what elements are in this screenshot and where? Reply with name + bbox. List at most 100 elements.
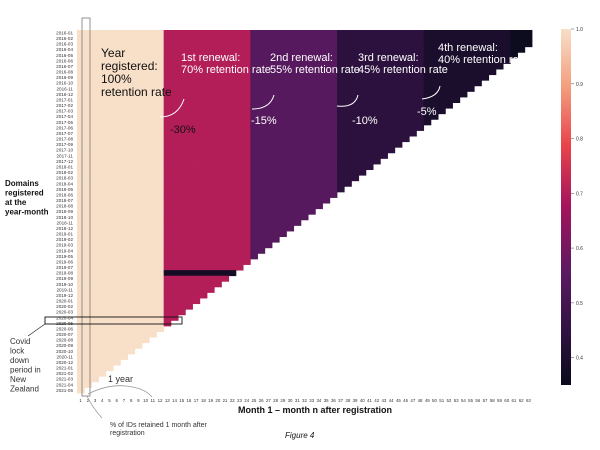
heatmap-cell xyxy=(264,30,273,36)
heatmap-cell xyxy=(199,253,208,260)
heatmap-cell xyxy=(91,264,100,271)
heatmap-cell xyxy=(214,80,222,87)
heatmap-cell xyxy=(113,46,121,53)
heatmap-cell xyxy=(402,69,410,76)
heatmap-cell xyxy=(279,186,287,193)
heatmap-cell xyxy=(315,158,323,165)
heatmap-cell xyxy=(228,208,237,215)
heatmap-cell xyxy=(142,253,150,260)
drop4-label: -5% xyxy=(417,106,437,118)
heatmap-cell xyxy=(113,325,121,332)
heatmap-cell xyxy=(156,35,165,42)
heatmap-cell xyxy=(113,91,121,98)
heatmap-cell xyxy=(207,152,215,159)
heatmap-cell xyxy=(127,119,136,126)
heatmap-cell xyxy=(134,97,143,103)
heatmap-cell xyxy=(134,314,143,321)
heatmap-cell xyxy=(163,253,172,260)
heatmap-cell xyxy=(416,113,425,120)
heatmap-cell xyxy=(272,158,280,165)
heatmap-cell xyxy=(257,130,266,137)
heatmap-cell xyxy=(337,63,345,70)
heatmap-cell xyxy=(192,91,201,98)
x-tick-label: 51 xyxy=(439,398,444,403)
heatmap-cell xyxy=(105,164,114,171)
heatmap-cell xyxy=(279,102,287,109)
x-tick-label: 40 xyxy=(360,398,365,403)
heatmap-cell xyxy=(351,57,360,64)
heatmap-cell xyxy=(127,320,136,327)
heatmap-cell xyxy=(221,214,230,221)
heatmap-cell xyxy=(373,52,381,59)
heatmap-cell xyxy=(409,74,417,81)
heatmap-cell xyxy=(293,52,302,59)
heatmap-cell xyxy=(163,80,172,87)
heatmap-cell xyxy=(221,236,230,243)
heatmap-cell xyxy=(358,80,367,87)
heatmap-cell xyxy=(113,130,121,137)
heatmap-cell xyxy=(178,253,186,260)
heatmap-cell xyxy=(192,286,201,293)
heatmap-cell xyxy=(423,41,432,48)
heatmap-cell xyxy=(467,35,475,42)
heatmap-cell xyxy=(293,30,302,36)
heatmap-cell xyxy=(228,130,237,137)
heatmap-cell xyxy=(178,130,186,137)
heatmap-cell xyxy=(387,136,396,143)
heatmap-cell xyxy=(235,130,244,137)
heatmap-cell xyxy=(149,180,157,187)
heatmap-cell xyxy=(192,158,201,165)
heatmap-cell xyxy=(163,180,172,187)
heatmap-cell xyxy=(105,208,114,215)
heatmap-cell xyxy=(322,41,331,48)
heatmap-cell xyxy=(221,30,230,36)
heatmap-cell xyxy=(243,113,251,120)
heatmap-cell xyxy=(199,124,208,131)
heatmap-cell xyxy=(300,169,309,176)
heatmap-cell xyxy=(286,108,295,115)
heatmap-cell xyxy=(272,41,280,48)
heatmap-cell xyxy=(77,136,85,143)
heatmap-cell xyxy=(402,41,410,48)
heatmap-cell xyxy=(373,85,381,92)
heatmap-cell xyxy=(156,102,165,109)
heatmap-cell xyxy=(488,52,497,59)
heatmap-cell xyxy=(272,69,280,76)
heatmap-cell xyxy=(199,130,208,137)
heatmap-cell xyxy=(207,30,215,36)
heatmap-cell xyxy=(358,158,367,165)
heatmap-cell xyxy=(250,141,258,148)
heatmap-cell xyxy=(344,63,352,70)
heatmap-cell xyxy=(279,30,287,36)
heatmap-cell xyxy=(221,231,230,238)
heatmap-cell xyxy=(235,253,244,260)
x-tick-label: 15 xyxy=(179,398,184,403)
heatmap-cell xyxy=(207,164,215,171)
heatmap-cell xyxy=(170,52,179,59)
x-tick-label: 14 xyxy=(172,398,177,403)
heatmap-cell xyxy=(170,41,179,48)
heatmap-cell xyxy=(257,225,266,232)
heatmap-cell xyxy=(120,342,128,349)
heatmap-cell xyxy=(185,214,193,221)
heatmap-cell xyxy=(192,136,201,143)
heatmap-cell xyxy=(98,242,107,249)
heatmap-cell xyxy=(91,158,100,165)
heatmap-cell xyxy=(315,197,323,204)
heatmap-cell xyxy=(214,52,222,59)
heatmap-cell xyxy=(77,191,85,198)
heatmap-cell xyxy=(308,203,316,210)
heatmap-cell xyxy=(207,247,215,254)
heatmap-cell xyxy=(77,359,85,366)
heatmap-cell xyxy=(156,97,165,103)
heatmap-cell xyxy=(185,231,193,238)
heatmap-cell xyxy=(250,253,258,260)
heatmap-cell xyxy=(127,342,136,349)
heatmap-cell xyxy=(199,74,208,81)
heatmap-cell xyxy=(170,180,179,187)
heatmap-cell xyxy=(286,41,295,48)
heatmap-cell xyxy=(163,219,172,226)
heatmap-cell xyxy=(337,147,345,154)
heatmap-cell xyxy=(178,35,186,42)
heatmap-cell xyxy=(149,52,157,59)
